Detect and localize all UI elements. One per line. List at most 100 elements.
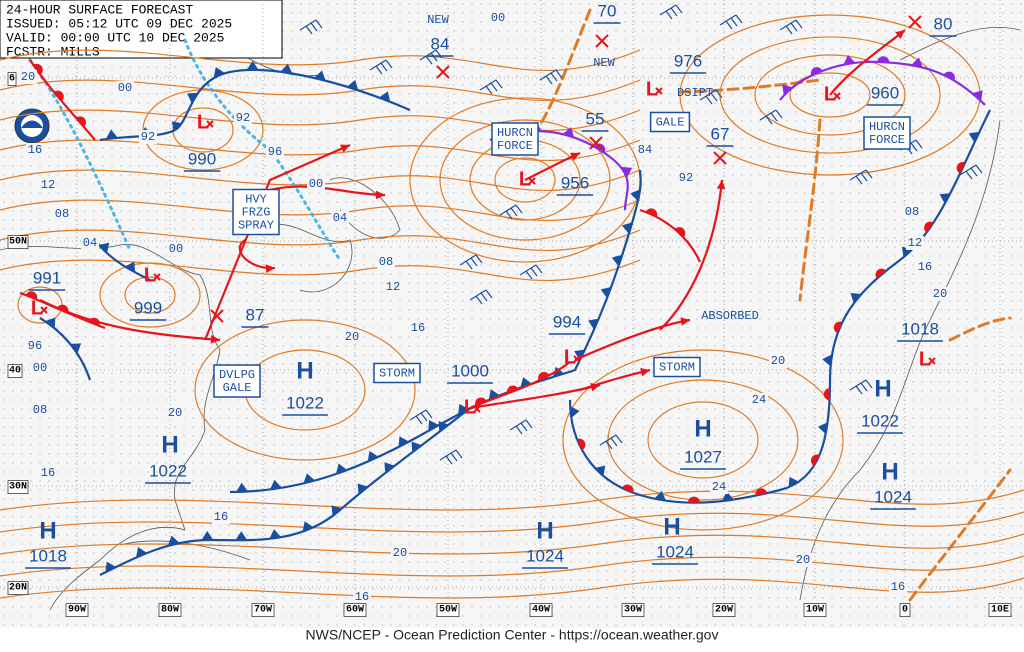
isobar-label: 16 xyxy=(355,590,369,604)
isobar-label-bg xyxy=(769,354,787,368)
trough xyxy=(908,468,1012,602)
isobar-label-bg xyxy=(384,280,402,294)
isobar-label-bg xyxy=(39,466,57,480)
front-triangle xyxy=(331,505,342,517)
wind-barb xyxy=(409,409,433,425)
trough xyxy=(28,58,132,252)
isobar-label: 04 xyxy=(83,236,97,250)
warning-box xyxy=(649,111,691,133)
front-triangle xyxy=(569,406,580,418)
front-line xyxy=(779,60,986,106)
isobar-label-bg xyxy=(353,590,371,604)
front-semicircle xyxy=(943,71,955,81)
front-semicircle xyxy=(956,162,966,174)
longitude-box xyxy=(529,603,553,617)
arrow-head xyxy=(210,334,220,344)
front-semicircle xyxy=(674,227,686,238)
pressure-label: 991 xyxy=(33,268,61,287)
low-cross xyxy=(210,309,224,323)
isobar-label-bg xyxy=(750,393,768,407)
isobar-label-bg xyxy=(710,480,728,494)
wind-barb xyxy=(509,419,533,435)
pressure-label: 1027 xyxy=(684,447,722,466)
front-semicircle xyxy=(875,268,887,279)
warning-box xyxy=(491,122,539,156)
arrow-head xyxy=(265,264,275,273)
front-triangle xyxy=(171,121,183,132)
trough xyxy=(678,78,822,94)
front-semicircle xyxy=(924,221,934,233)
warning-text: STORM xyxy=(659,361,695,375)
front-triangle xyxy=(968,131,980,143)
front-triangle xyxy=(574,349,585,361)
isobar-label: 08 xyxy=(905,205,919,219)
warning-box xyxy=(213,364,261,398)
wind-barb xyxy=(369,59,393,75)
longitude-label: 80W xyxy=(161,605,179,616)
latitude-box xyxy=(7,581,29,595)
isobar-label: 20 xyxy=(771,354,785,368)
longitude-box xyxy=(65,603,89,617)
front-semicircle xyxy=(538,372,550,381)
isobar-label-bg xyxy=(331,211,349,225)
low-cross xyxy=(573,355,581,363)
low-symbol: L xyxy=(919,348,931,370)
pressure-label: 84 xyxy=(431,34,450,53)
isobar-label-bg xyxy=(116,81,134,95)
header-line: ISSUED: 05:12 UTC 09 DEC 2025 xyxy=(6,16,232,31)
isobar xyxy=(0,229,641,251)
arrow-head xyxy=(570,152,580,161)
high-symbol: H xyxy=(881,458,898,485)
front-line xyxy=(99,407,471,576)
latitude-label: 6 xyxy=(9,74,15,85)
front-triangle xyxy=(594,465,606,477)
pressure-label: 1024 xyxy=(656,542,694,561)
warning-label: STORM xyxy=(653,356,701,378)
front-triangle xyxy=(654,490,667,501)
wind-barb xyxy=(519,264,543,280)
isobar-label-bg xyxy=(53,207,71,221)
isobar-label: 08 xyxy=(379,255,393,269)
front-semicircle xyxy=(53,90,64,102)
isobar-label: 12 xyxy=(41,178,55,192)
front-triangle xyxy=(972,90,983,102)
isobar-label-bg xyxy=(307,177,325,191)
front-semicircle xyxy=(33,63,43,75)
isobar xyxy=(647,401,759,479)
isobar-label: 16 xyxy=(891,580,905,594)
front-triangle xyxy=(817,422,828,435)
low-symbol: L xyxy=(646,78,658,100)
note: NEW xyxy=(427,13,449,27)
warning-text: HURCN xyxy=(869,120,905,134)
low-cross xyxy=(595,34,609,48)
isobar xyxy=(0,49,641,71)
isobar-label: 04 xyxy=(333,211,347,225)
isobar-label: 00 xyxy=(309,177,323,191)
pressure-label: 1022 xyxy=(861,411,899,430)
isobar-label-bg xyxy=(31,361,49,375)
front-semicircle xyxy=(576,438,586,451)
isobar-label-bg xyxy=(212,510,230,524)
isobar-label: 00 xyxy=(491,11,505,25)
front-triangle xyxy=(105,129,118,140)
longitude-box xyxy=(712,603,736,617)
front-triangle xyxy=(621,222,633,234)
front-triangle xyxy=(98,242,110,254)
isobar xyxy=(0,259,641,281)
pressure-label: 70 xyxy=(598,1,617,20)
longitude-label: 70W xyxy=(254,605,272,616)
latitude-label: 20N xyxy=(9,583,27,594)
isobar-label-bg xyxy=(19,70,37,84)
warning-box xyxy=(232,188,280,236)
arrow-head xyxy=(716,180,726,190)
warning-text: GALE xyxy=(656,116,685,130)
front-semicircle xyxy=(506,385,519,394)
low-cross xyxy=(528,177,536,185)
isobar xyxy=(99,262,201,328)
front-triangle xyxy=(384,462,395,474)
low-cross xyxy=(473,405,481,413)
low-cross xyxy=(206,120,214,128)
pressure-label: 1024 xyxy=(526,546,564,565)
